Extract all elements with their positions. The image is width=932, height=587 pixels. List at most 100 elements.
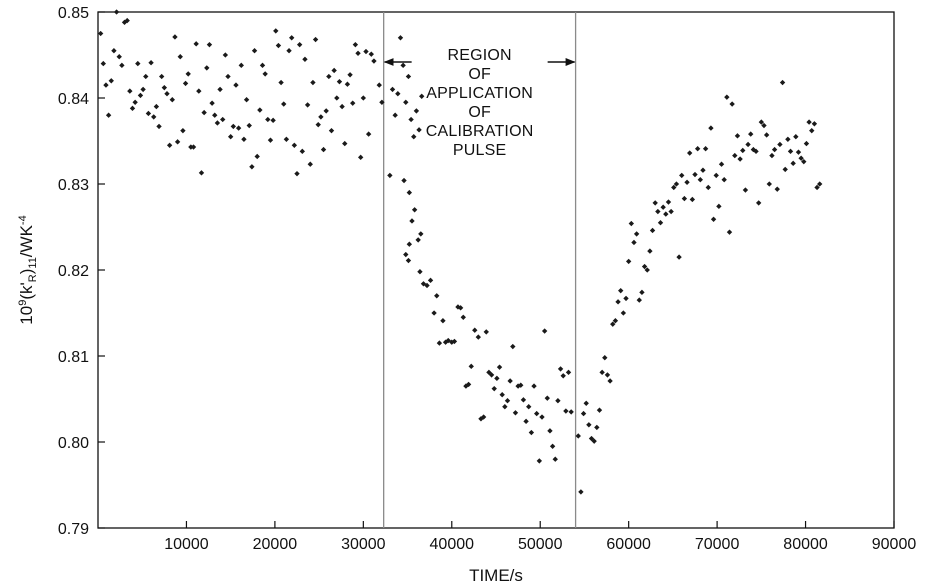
data-point [405,257,412,264]
data-point [814,184,820,191]
data-point [241,136,247,142]
data-point [655,208,661,215]
data-point [596,407,603,413]
data-point [127,88,133,94]
data-point [718,161,725,167]
data-point [604,372,611,378]
data-point [652,200,658,206]
data-point [145,110,152,117]
data-point [289,35,295,41]
data-point [755,200,762,206]
data-point [415,237,421,243]
data-point [331,67,337,74]
data-point [148,60,154,66]
x-tick-label: 50000 [518,536,563,553]
data-point [371,58,377,64]
data-point [143,73,149,80]
data-point [177,54,183,60]
data-point [132,99,138,105]
data-point [575,433,581,439]
data-point [212,112,218,118]
data-point [180,127,186,134]
x-tick-label: 20000 [253,536,298,553]
data-point [424,282,430,289]
data-point [296,41,303,48]
data-point [472,327,478,333]
data-point [457,305,464,311]
data-point [222,52,229,58]
data-point [716,203,722,210]
x-tick-label: 10000 [164,536,209,553]
y-label-prefix: 10 [17,306,36,325]
data-point [737,156,743,162]
data-point [560,373,566,379]
data-point [397,35,404,41]
x-tick-label: 80000 [783,536,828,553]
data-point [431,310,437,316]
data-point [344,81,351,87]
data-point [419,93,425,99]
x-tick-label: 30000 [341,536,386,553]
data-point [771,146,778,153]
data-point [468,363,474,370]
y-tick-label: 0.79 [58,521,89,538]
data-point [779,79,786,86]
data-point [401,177,407,184]
data-point [526,404,532,410]
data-point [416,127,422,133]
data-point [536,458,543,464]
data-point [552,456,558,462]
data-point [434,293,440,299]
data-point [409,218,415,224]
x-tick-label: 90000 [872,536,917,553]
data-point [400,62,406,69]
data-point [227,134,234,140]
data-point [235,125,242,131]
y-tick-label: 0.80 [58,435,89,452]
data-point [278,79,284,86]
data-point [748,131,754,137]
data-point [665,199,672,205]
data-point [350,100,356,106]
data-point [480,414,487,420]
data-point [275,42,282,49]
x-tick-label: 70000 [695,536,740,553]
data-point [225,73,231,80]
data-point [116,54,122,60]
data-point [217,86,223,93]
data-point [113,9,120,15]
y-label-unit-exponent: -4 [17,215,29,225]
y-tick-label: 0.83 [58,177,89,194]
data-point [729,101,735,107]
data-point [639,289,645,296]
data-point [602,355,608,361]
data-point [763,132,770,138]
data-point [137,92,144,99]
data-point [502,404,508,410]
data-point [156,123,162,130]
data-point [660,204,666,210]
data-point [782,166,788,173]
annotation-line: PULSE [453,142,506,159]
data-point [379,99,385,105]
data-point [568,409,574,415]
data-point [628,220,635,227]
data-point [307,161,313,167]
data-point [299,148,305,155]
data-points [97,9,823,495]
data-point [406,189,413,196]
y-label-subscript-r: R [27,274,39,282]
data-point [413,108,420,114]
data-point [753,148,759,155]
x-axis-label: TIME/s [469,566,523,585]
data-point [100,60,106,67]
y-axis: 0.79 0.80 0.81 0.82 0.83 0.84 0.85 [58,5,105,538]
data-point [312,36,319,43]
y-label-symbol: (k' [17,282,36,299]
data-point [328,127,335,134]
region-boundaries [383,12,577,528]
data-point [615,299,621,305]
data-point [389,86,396,93]
data-point [745,141,751,148]
